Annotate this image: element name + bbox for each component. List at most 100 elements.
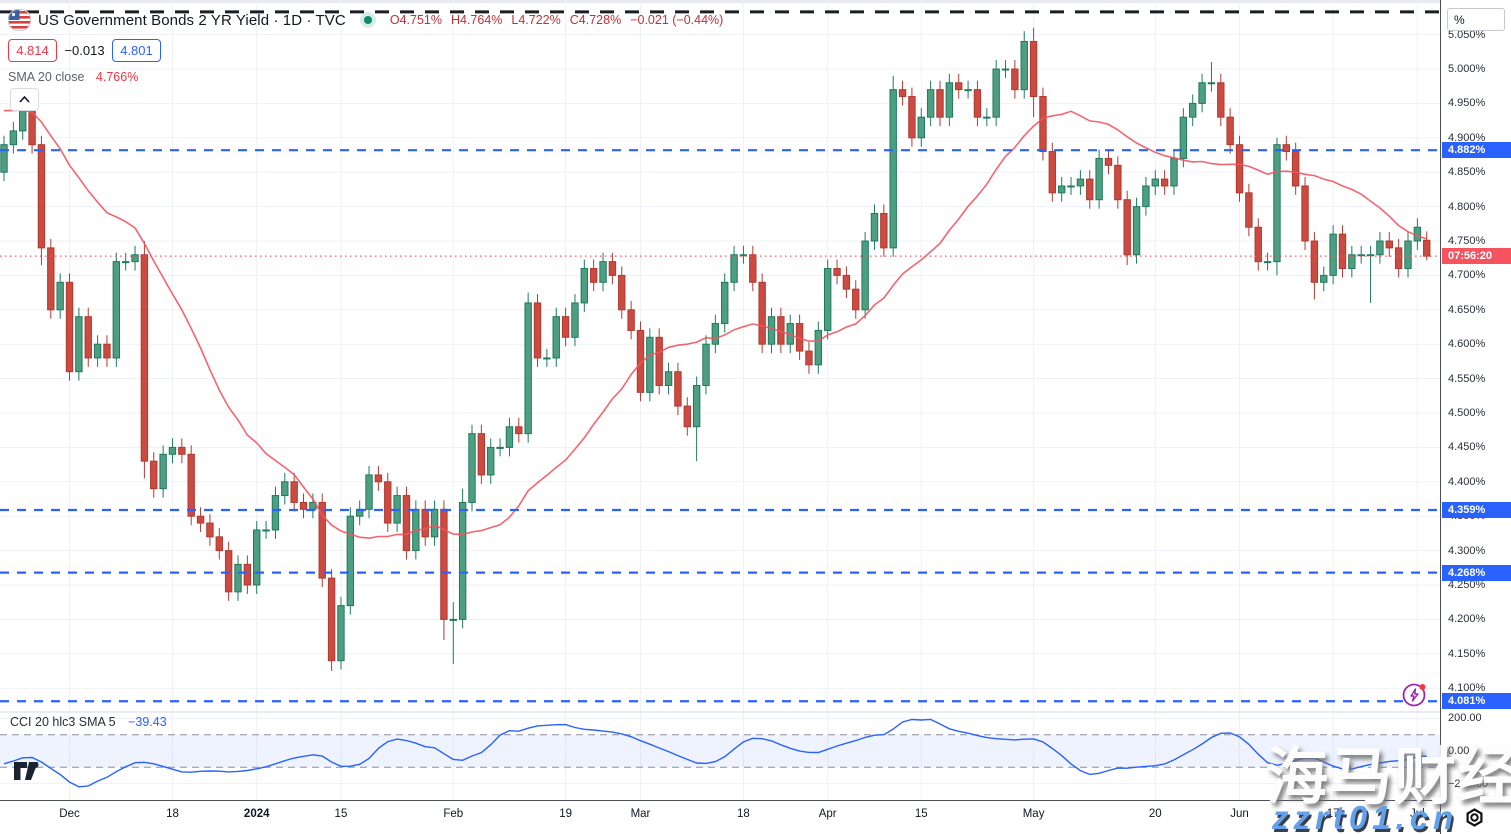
candle-body xyxy=(1207,82,1216,85)
price-tick-label: 4.700% xyxy=(1448,269,1486,282)
candle-body xyxy=(543,357,551,360)
candle-body xyxy=(955,82,963,91)
cci-tick-label: −200.00 xyxy=(1448,777,1489,790)
candle-body xyxy=(908,96,916,139)
bid-ask-spread: −0.013 xyxy=(64,42,105,58)
candle-body xyxy=(337,605,345,662)
candle-body xyxy=(945,82,954,118)
candle-body xyxy=(739,254,748,257)
candle-body xyxy=(168,446,177,455)
candle-body xyxy=(1301,185,1309,242)
candle-body xyxy=(1198,82,1206,104)
candle-body xyxy=(1001,68,1010,71)
level-price-label[interactable]: 4.081% xyxy=(1442,693,1511,710)
candle-body xyxy=(477,433,486,476)
price-tick-label: 4.300% xyxy=(1448,544,1486,557)
candle-body xyxy=(1273,144,1281,263)
us-flag-icon xyxy=(8,9,31,31)
candle-body xyxy=(870,212,879,242)
sma-legend[interactable]: SMA 20 close 4.766% xyxy=(8,70,723,84)
candle-body xyxy=(487,446,495,476)
price-tick-label: 4.200% xyxy=(1448,613,1486,626)
price-axis[interactable]: % 5.050% 5.000% 4.950% 4.900% 4.850% 4.800% 4.… xyxy=(1440,0,1511,834)
candle-body xyxy=(730,254,738,283)
cci-tick-label: 0.00 xyxy=(1448,745,1470,757)
candle-body xyxy=(1394,247,1403,270)
percent-scale-button[interactable]: % xyxy=(1447,8,1505,31)
candle-body xyxy=(1423,239,1431,257)
buy-button[interactable]: 4.801 xyxy=(112,38,161,62)
time-tick-label: Apr xyxy=(818,808,837,820)
candle-body xyxy=(823,268,832,331)
price-tick-label: 4.650% xyxy=(1448,303,1486,316)
market-status-icon[interactable] xyxy=(359,12,376,28)
candle-body xyxy=(664,371,673,386)
candle-body xyxy=(1114,164,1122,201)
cci-value: −39.43 xyxy=(128,715,167,729)
time-tick-label: Jul xyxy=(1410,808,1425,820)
candle-body xyxy=(1329,233,1337,276)
level-price-label[interactable]: 4.359% xyxy=(1442,502,1511,518)
time-tick-label: 18 xyxy=(166,808,179,820)
axis-settings-gear-icon[interactable] xyxy=(1462,805,1487,834)
candle-body xyxy=(299,501,308,510)
candle-body xyxy=(926,89,935,118)
candle-body xyxy=(842,274,851,290)
candle-body xyxy=(552,316,560,359)
tradingview-logo-icon[interactable] xyxy=(13,761,43,786)
price-tick-label: 4.100% xyxy=(1448,682,1486,695)
candle-body xyxy=(365,474,373,510)
cci-indicator-legend[interactable]: CCI 20 hlc3 SMA 5 −39.43 xyxy=(10,715,167,729)
cci-line xyxy=(3,718,1427,788)
candle-body xyxy=(973,89,982,118)
candle-body xyxy=(505,426,514,448)
candle-body xyxy=(702,343,710,386)
candle-body xyxy=(112,261,121,359)
candle-body xyxy=(430,508,439,538)
candle-body xyxy=(47,247,55,311)
candle-body xyxy=(121,261,130,264)
candle-body xyxy=(1057,185,1066,194)
candle-body xyxy=(1226,116,1234,146)
candle-body xyxy=(318,501,326,579)
candle-body xyxy=(599,261,607,283)
candle-body xyxy=(1076,178,1085,187)
level-price-label[interactable]: 4.882% xyxy=(1442,142,1511,159)
top-edge-strip xyxy=(0,0,1511,3)
candle-body xyxy=(861,240,869,311)
candle-body xyxy=(1338,233,1347,270)
candle-body xyxy=(646,336,654,393)
price-tick-label: 4.850% xyxy=(1448,166,1486,179)
time-tick-label: 20 xyxy=(1148,808,1162,820)
candle-body xyxy=(992,68,1000,118)
price-chart-canvas[interactable] xyxy=(0,0,1440,834)
alert-icon[interactable] xyxy=(1401,681,1428,708)
price-tick-label: 4.150% xyxy=(1448,647,1486,660)
price-tick-label: 4.500% xyxy=(1448,407,1486,419)
candle-body xyxy=(402,495,411,552)
time-axis[interactable]: Dec 18 2024 15 Feb 19 Mar 18 Apr 15 May 20 Jun 17 Jul xyxy=(0,800,1511,834)
candle-body xyxy=(271,495,280,531)
ohlc-high: H4.764% xyxy=(450,13,503,27)
candle-body xyxy=(1142,185,1150,208)
price-tick-label: 4.900% xyxy=(1448,131,1486,144)
ohlc-open: O4.751% xyxy=(389,13,442,27)
price-tick-label: 4.750% xyxy=(1448,235,1486,247)
collapse-legend-button[interactable] xyxy=(10,88,39,111)
time-tick-label: Mar xyxy=(630,808,651,820)
candle-body xyxy=(178,446,186,455)
candle-body xyxy=(758,281,766,345)
level-price-label[interactable]: 4.268% xyxy=(1442,564,1511,581)
symbol-legend: US Government Bonds 2 YR Yield · 1D · TV… xyxy=(8,8,723,84)
candle-body xyxy=(852,288,860,311)
time-tick-label: 15 xyxy=(334,808,348,820)
candle-body xyxy=(1104,157,1113,166)
candle-body xyxy=(421,508,429,538)
symbol-title[interactable]: US Government Bonds 2 YR Yield · 1D · TV… xyxy=(38,11,346,29)
price-tick-label: 4.800% xyxy=(1448,200,1486,213)
time-tick-label: 18 xyxy=(737,808,750,820)
sell-button[interactable]: 4.814 xyxy=(8,38,57,62)
candle-body xyxy=(533,302,542,359)
time-tick-label: Feb xyxy=(443,808,464,820)
candle-body xyxy=(75,316,83,373)
